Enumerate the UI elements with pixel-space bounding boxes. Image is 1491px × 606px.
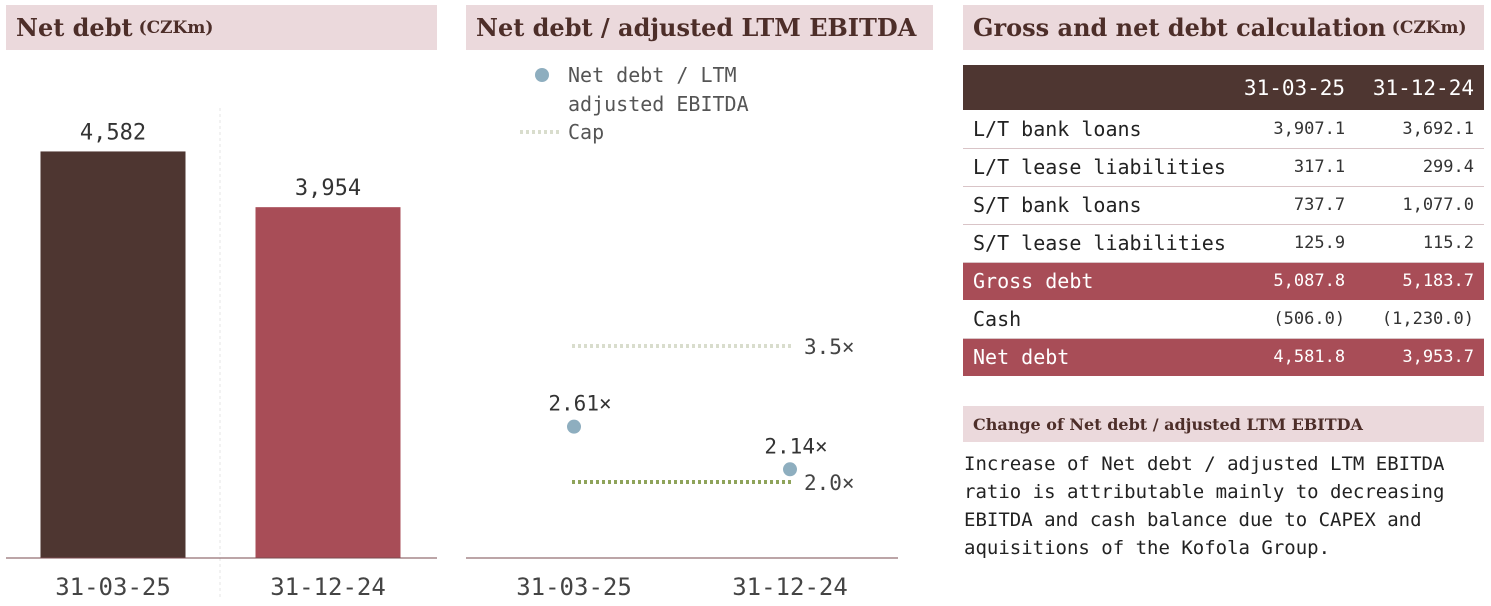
row-value: 4,581.8 <box>1225 338 1356 377</box>
row-value: (1,230.0) <box>1355 300 1484 339</box>
change-header: Change of Net debt / adjusted LTM EBITDA <box>963 406 1484 442</box>
bar-value-label: 4,582 <box>80 120 146 145</box>
ratio-point <box>567 419 581 434</box>
row-value: 3,953.7 <box>1355 338 1484 377</box>
x-tick-label: 31-03-25 <box>516 573 632 601</box>
row-label: S/T lease liabilities <box>963 224 1226 263</box>
ratio-point <box>783 462 797 477</box>
point-label: 2.61× <box>548 392 611 416</box>
bar-31-12-24 <box>255 207 401 558</box>
x-tick-label: 31-12-24 <box>270 573 386 601</box>
legend-label: Net debt / LTM <box>568 63 737 87</box>
net-debt-unit: (CZKm) <box>138 17 214 38</box>
bar-31-03-25 <box>40 151 186 558</box>
debt-calculation-table: 31-03-25 31-12-24 L/T bank loans 3,907.1 3… <box>963 65 1484 377</box>
net-debt-bar-chart: 4,582 31-03-25 3,954 31-12-24 <box>6 108 437 601</box>
table-row: L/T bank loans 3,907.1 3,692.1 <box>963 110 1484 149</box>
cap-label: 2.0× <box>804 471 855 495</box>
table-row: S/T lease liabilities 125.9 115.2 <box>963 224 1484 263</box>
change-line: ratio is attributable mainly to decreasi… <box>964 481 1445 503</box>
row-value: 299.4 <box>1355 148 1484 187</box>
cap-label: 3.5× <box>804 335 855 359</box>
row-value: (506.0) <box>1225 300 1356 339</box>
table-col-31-12-24: 31-12-24 <box>1355 65 1484 110</box>
row-label: Gross debt <box>963 262 1226 301</box>
change-line: aquisitions of the Kofola Group. <box>964 537 1331 559</box>
row-value: 3,692.1 <box>1355 110 1484 149</box>
row-value: 737.7 <box>1225 186 1356 225</box>
calc-unit: (CZKm) <box>1391 17 1467 38</box>
legend-label: Cap <box>568 120 604 144</box>
x-tick-label: 31-03-25 <box>55 573 171 601</box>
calc-title: Gross and net debt calculation <box>973 13 1386 42</box>
row-value: 3,907.1 <box>1225 110 1356 149</box>
row-label: L/T bank loans <box>963 110 1226 149</box>
change-line: Increase of Net debt / adjusted LTM EBIT… <box>964 453 1445 475</box>
row-value: 115.2 <box>1355 224 1484 263</box>
table-header-row: 31-03-25 31-12-24 <box>963 65 1484 110</box>
table-row: Net debt 4,581.8 3,953.7 <box>963 338 1484 377</box>
row-label: Cash <box>963 300 1226 339</box>
row-label: L/T lease liabilities <box>963 148 1226 187</box>
net-debt-header: Net debt (CZKm) <box>6 5 437 50</box>
row-value: 5,087.8 <box>1225 262 1356 301</box>
table-row: Cash (506.0) (1,230.0) <box>963 300 1484 339</box>
table-col-31-03-25: 31-03-25 <box>1225 65 1356 110</box>
legend-point-marker <box>535 68 549 82</box>
row-value: 5,183.7 <box>1355 262 1484 301</box>
table-row: Gross debt 5,087.8 5,183.7 <box>963 262 1484 301</box>
legend-label: adjusted EBITDA <box>568 92 749 116</box>
ratio-header: Net debt / adjusted LTM EBITDA <box>466 5 933 50</box>
row-value: 1,077.0 <box>1355 186 1484 225</box>
row-value: 317.1 <box>1225 148 1356 187</box>
bar-value-label: 3,954 <box>295 176 361 201</box>
table-row: S/T bank loans 737.7 1,077.0 <box>963 186 1484 225</box>
table-row: L/T lease liabilities 317.1 299.4 <box>963 148 1484 187</box>
net-debt-title: Net debt <box>16 13 133 42</box>
table-col-label <box>963 65 1226 110</box>
row-label: Net debt <box>963 338 1226 377</box>
x-tick-label: 31-12-24 <box>732 573 848 601</box>
change-text: Increase of Net debt / adjusted LTM EBIT… <box>964 450 1489 562</box>
row-value: 125.9 <box>1225 224 1356 263</box>
calc-header: Gross and net debt calculation (CZKm) <box>963 5 1484 50</box>
row-label: S/T bank loans <box>963 186 1226 225</box>
ratio-title: Net debt / adjusted LTM EBITDA <box>476 13 917 42</box>
ratio-chart: Net debt / LTM adjusted EBITDA Cap 3.5× 2.0×… <box>466 63 898 601</box>
change-line: EBITDA and cash balance due to CAPEX and <box>964 509 1422 531</box>
point-label: 2.14× <box>764 434 827 458</box>
